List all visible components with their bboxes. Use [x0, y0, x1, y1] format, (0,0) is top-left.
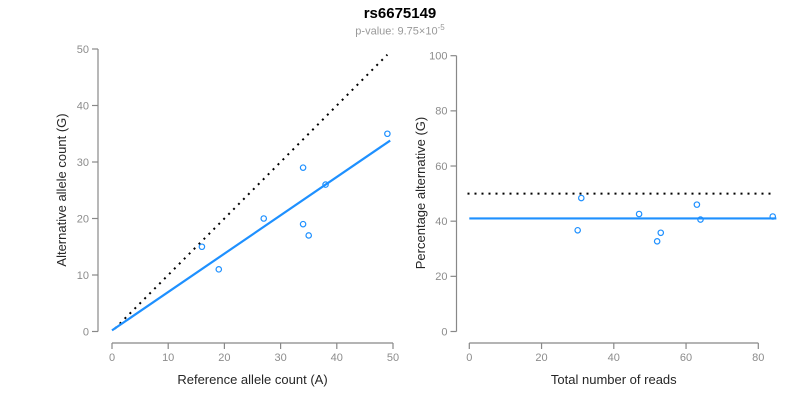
figure-subtitle: p-value: 9.75×10-5: [0, 23, 800, 38]
y-tick-label: 20: [77, 213, 89, 225]
x-tick-label: 10: [162, 352, 174, 364]
data-point: [384, 130, 391, 138]
y-tick-label: 10: [77, 270, 89, 282]
y-tick-label: 0: [83, 326, 89, 338]
y-tick-label: 30: [77, 157, 89, 169]
x-axis-title: Total number of reads: [551, 372, 677, 387]
data-point: [653, 238, 661, 245]
y-tick-label: 40: [77, 100, 89, 112]
data-point: [577, 194, 585, 202]
data-point: [657, 229, 665, 237]
data-point: [299, 220, 307, 228]
y-tick-label: 0: [441, 326, 447, 338]
data-point: [322, 181, 329, 188]
data-point: [299, 164, 307, 171]
y-tick-label: 80: [435, 106, 447, 118]
y-tick-label: 100: [429, 51, 447, 63]
y-tick-label: 60: [435, 161, 447, 173]
x-tick-label: 60: [680, 352, 692, 364]
data-point: [635, 210, 643, 218]
data-point: [305, 232, 313, 239]
x-tick-label: 80: [752, 352, 764, 364]
y-tick-label: 50: [77, 44, 89, 56]
data-point: [215, 266, 223, 273]
x-tick-label: 20: [218, 352, 230, 364]
x-tick-label: 0: [466, 352, 472, 364]
x-tick-label: 30: [274, 352, 286, 364]
fit-line: [111, 139, 391, 332]
x-tick-label: 20: [535, 352, 547, 364]
data-point: [574, 226, 581, 234]
y-tick-label: 40: [435, 216, 447, 228]
x-tick-label: 0: [109, 352, 115, 364]
plot-left: 0 10 20 30 40 50 0 10 20 30 40 50 Reference allele c…: [54, 44, 399, 387]
data-point: [697, 216, 704, 223]
plot-right: 0 20 40 60 80 100 0 20 40 60 80 Total number of rea…: [413, 51, 777, 387]
data-point: [198, 243, 206, 251]
figure-header: rs6675149 p-value: 9.75×10-5: [0, 5, 800, 39]
x-tick-label: 40: [331, 352, 343, 364]
subtitle-pvalue: p-value: 9.75×10: [355, 25, 438, 38]
x-tick-label: 50: [387, 352, 399, 364]
y-axis-title: Alternative allele count (G): [54, 113, 69, 266]
y-tick-label: 20: [435, 271, 447, 283]
data-point: [769, 213, 777, 220]
figure-title: rs6675149: [363, 5, 437, 22]
x-axis-title: Reference allele count (A): [177, 372, 327, 387]
y-axis-title: Percentage alternative (G): [413, 117, 428, 269]
data-point: [693, 201, 701, 208]
x-tick-label: 40: [608, 352, 620, 364]
subtitle-exponent: -5: [437, 23, 445, 33]
identity-line: [114, 53, 389, 330]
data-point: [260, 215, 268, 222]
